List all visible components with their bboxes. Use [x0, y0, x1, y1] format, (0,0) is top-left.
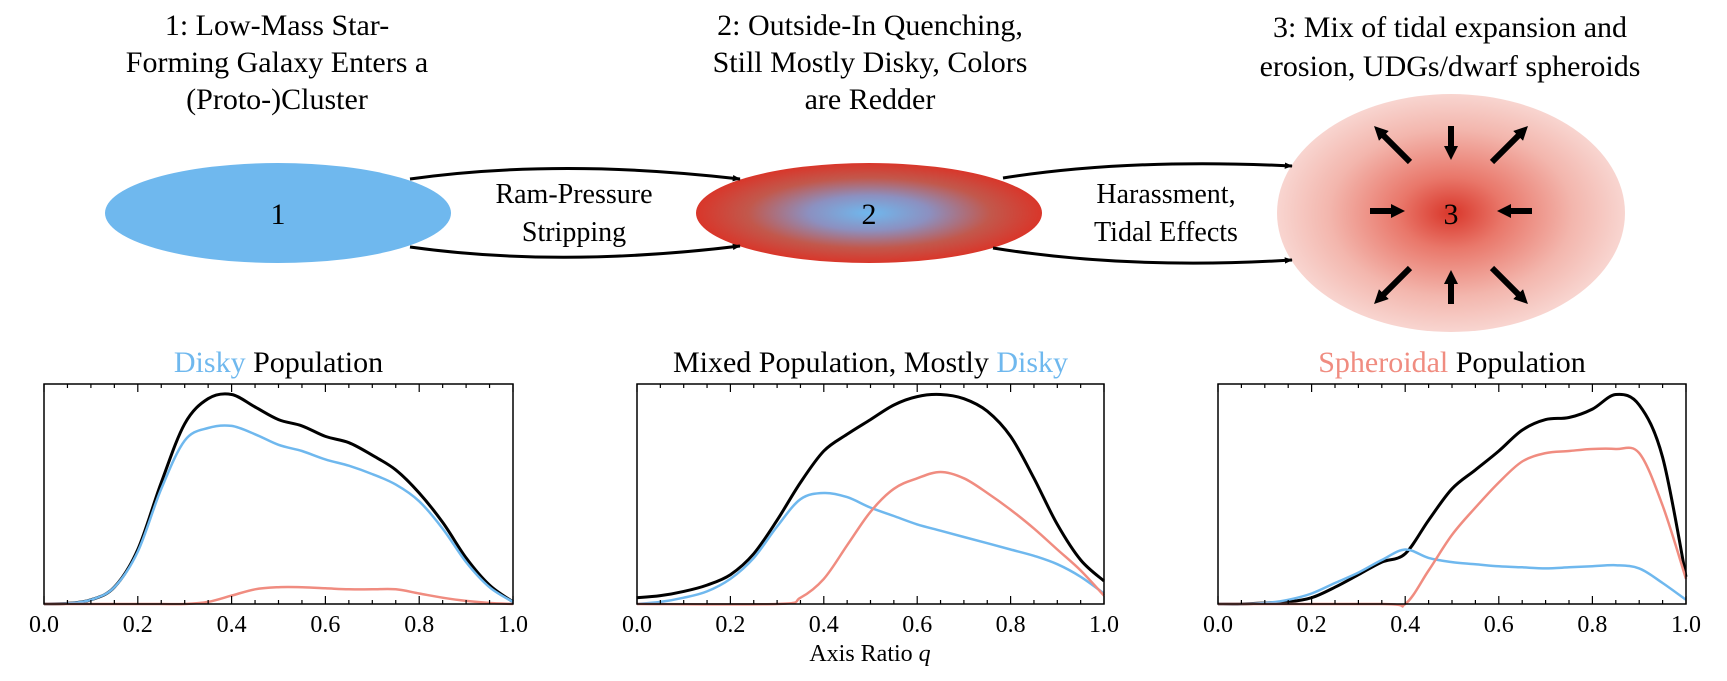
series-line-total	[636, 392, 1106, 600]
plot-frame	[636, 383, 1105, 605]
x-tick-label: 0.6	[1484, 612, 1514, 638]
stage-2-title-line-1: 2: Outside-In Quenching,	[717, 9, 1023, 42]
x-axis-label-symbol: q	[919, 641, 931, 667]
x-tick-label: 0.0	[622, 612, 652, 638]
spheroidal-galaxy-shape	[1277, 94, 1625, 332]
chart-title-part: Disky	[174, 346, 246, 379]
series-line-disky	[1217, 548, 1687, 606]
chart-title: Disky Population	[174, 346, 383, 379]
chart-title: Spheroidal Population	[1318, 346, 1586, 379]
chart-title: Mixed Population, Mostly Disky	[673, 346, 1068, 379]
chart-panel-3: Spheroidal Population 0.0 0.2 0.4 0.6 0.8 1.0	[1203, 346, 1701, 638]
series-line-spheroidal	[636, 470, 1105, 606]
transition-2-upper-arrow	[1002, 162, 1293, 180]
x-tick-label: 0.8	[1577, 612, 1607, 638]
x-tick-label: 1.0	[1671, 612, 1701, 638]
series-line-disky	[636, 491, 1105, 606]
series-line-total	[1217, 392, 1688, 606]
chart-panel-1: Disky Population 0.0 0.2 0.4 0.6 0.8 1.0	[29, 346, 528, 638]
transition-2-label-line-2: Tidal Effects	[1094, 217, 1238, 248]
stage-1-title-line-3: (Proto-)Cluster	[186, 83, 368, 116]
chart-title-part: Disky	[996, 346, 1068, 379]
chart-panel-2: Mixed Population, Mostly Disky 0.0 0.2 0.4 0…	[622, 346, 1119, 638]
x-tick-label: 0.4	[1390, 612, 1420, 638]
x-tick-label: 0.4	[809, 612, 839, 638]
transition-1-label-line-1: Ram-Pressure	[495, 179, 652, 210]
transition-2-lower-arrow	[992, 246, 1293, 265]
expansion-erosion-arrows	[1370, 126, 1532, 304]
chart-title-part: Population	[1448, 346, 1586, 379]
quenching-galaxy-shape	[696, 163, 1042, 263]
x-tick-label: 0.2	[123, 612, 153, 638]
x-tick-label: 0.0	[29, 612, 59, 638]
galaxy-stage-2: 2	[696, 163, 1042, 263]
arrow-up-left-icon	[1374, 126, 1413, 165]
x-tick-label: 0.2	[1297, 612, 1327, 638]
x-tick-label: 0.2	[715, 612, 745, 638]
series-line-spheroidal	[1218, 446, 1688, 608]
galaxy-number-1: 1	[271, 198, 286, 231]
transition-2-label-line-1: Harassment,	[1096, 179, 1235, 210]
transition-2: Harassment, Tidal Effects	[992, 162, 1293, 265]
stage-2-title-line-2: Still Mostly Disky, Colors	[713, 46, 1028, 79]
transition-1-lower-arrow	[409, 243, 741, 259]
x-tick-label: 0.8	[404, 612, 434, 638]
x-tick-label: 1.0	[498, 612, 528, 638]
stage-2-title: 2: Outside-In Quenching, Still Mostly Di…	[713, 9, 1028, 116]
x-tick-label: 1.0	[1089, 612, 1119, 638]
x-tick-label: 0.8	[996, 612, 1026, 638]
chart-title-part: Spheroidal	[1318, 346, 1448, 379]
galaxy-stage-1: 1	[105, 163, 451, 263]
x-axis-label: Axis Ratio q	[809, 641, 930, 667]
arrow-down-right-icon	[1489, 265, 1528, 304]
transition-1-label-line-2: Stripping	[522, 217, 626, 248]
stage-1-title: 1: Low-Mass Star- Forming Galaxy Enters …	[126, 9, 428, 116]
x-axis-label-text: Axis Ratio	[809, 641, 912, 667]
arrow-up-right-icon	[1489, 126, 1528, 165]
plot-frame	[43, 383, 514, 605]
x-tick-label: 0.6	[310, 612, 340, 638]
stage-1-title-line-1: 1: Low-Mass Star-	[165, 9, 389, 42]
galaxy-stage-3: 3	[1277, 94, 1625, 332]
x-tick-label: 0.0	[1203, 612, 1233, 638]
plot-frame	[1217, 383, 1687, 605]
chart-title-part: Population	[246, 346, 384, 379]
stage-2-title-line-3: are Redder	[805, 83, 936, 116]
transition-1: Ram-Pressure Stripping	[409, 167, 741, 259]
transition-1-upper-arrow	[409, 167, 741, 182]
stage-3-title-line-2: erosion, UDGs/dwarf spheroids	[1260, 50, 1641, 83]
disky-galaxy-shape	[105, 163, 451, 263]
series-line-disky	[43, 424, 514, 606]
stage-3-title-line-1: 3: Mix of tidal expansion and	[1273, 11, 1627, 44]
chart-title-part: Mixed Population, Mostly	[673, 346, 996, 379]
stage-1-title-line-2: Forming Galaxy Enters a	[126, 46, 428, 79]
series-line-total	[43, 392, 514, 606]
galaxy-number-3: 3	[1444, 198, 1459, 231]
x-tick-label: 0.4	[217, 612, 247, 638]
arrow-down-left-icon	[1374, 265, 1413, 304]
x-tick-label: 0.6	[902, 612, 932, 638]
galaxy-number-2: 2	[862, 198, 877, 231]
stage-3-title: 3: Mix of tidal expansion and erosion, U…	[1260, 11, 1641, 83]
